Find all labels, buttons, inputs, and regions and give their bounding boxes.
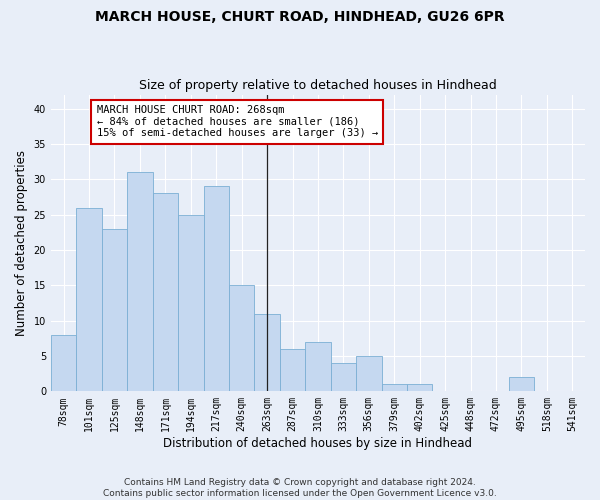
Bar (51, 335, 76, 392)
Y-axis label: Number of detached properties: Number of detached properties (15, 150, 28, 336)
Bar (280, 349, 305, 392)
Title: Size of property relative to detached houses in Hindhead: Size of property relative to detached ho… (139, 79, 497, 92)
Bar (356, 356, 382, 392)
Bar (254, 314, 280, 392)
Text: MARCH HOUSE CHURT ROAD: 268sqm
← 84% of detached houses are smaller (186)
15% of: MARCH HOUSE CHURT ROAD: 268sqm ← 84% of … (97, 105, 378, 138)
Bar (509, 377, 534, 392)
Bar (127, 172, 152, 392)
Bar (305, 342, 331, 392)
Bar (178, 214, 203, 392)
Bar (331, 363, 356, 392)
Bar (382, 384, 407, 392)
Bar (152, 194, 178, 392)
Text: Contains HM Land Registry data © Crown copyright and database right 2024.
Contai: Contains HM Land Registry data © Crown c… (103, 478, 497, 498)
Bar (229, 286, 254, 392)
Bar (407, 384, 433, 392)
Bar (203, 186, 229, 392)
Bar (76, 208, 102, 392)
Bar (102, 229, 127, 392)
Text: MARCH HOUSE, CHURT ROAD, HINDHEAD, GU26 6PR: MARCH HOUSE, CHURT ROAD, HINDHEAD, GU26 … (95, 10, 505, 24)
X-axis label: Distribution of detached houses by size in Hindhead: Distribution of detached houses by size … (163, 437, 472, 450)
